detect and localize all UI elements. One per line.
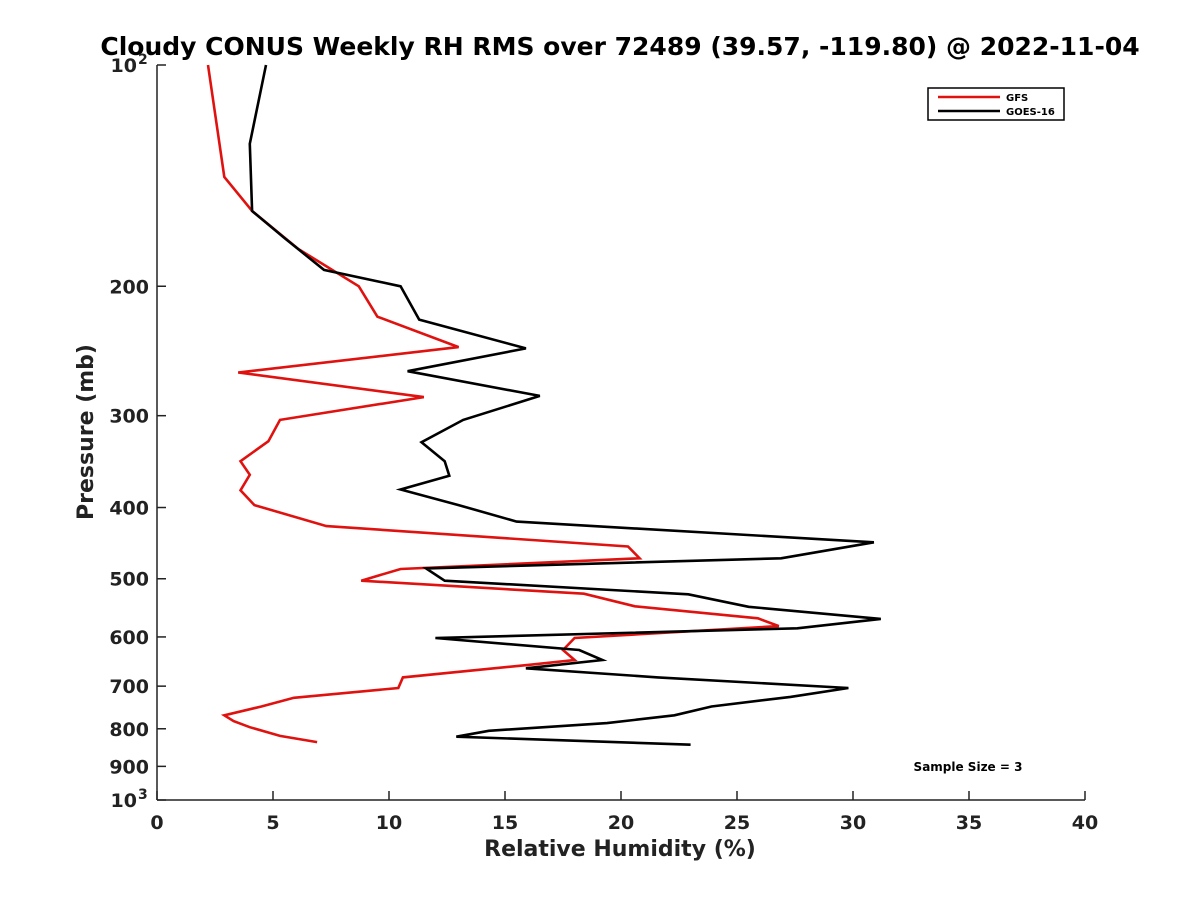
legend-label: GOES-16 — [1006, 107, 1055, 118]
y-tick-label: 300 — [109, 406, 149, 428]
y-tick-label: 500 — [109, 569, 149, 591]
y-tick-label: 800 — [109, 719, 149, 741]
sample-size-annotation: Sample Size = 3 — [914, 760, 1023, 774]
legend-box — [927, 87, 1065, 121]
series-line-goes-16 — [248, 64, 881, 746]
x-tick-label: 30 — [840, 812, 866, 834]
y-tick-label: 700 — [109, 676, 149, 698]
y-tick-exponent: 2 — [138, 52, 148, 68]
y-tick-label: 10 — [111, 790, 137, 812]
legend: GFS GOES-16 — [927, 87, 1065, 121]
x-tick-label: 40 — [1072, 812, 1098, 834]
x-axis-label: Relative Humidity (%) — [484, 837, 756, 862]
x-tick-label: 15 — [492, 812, 518, 834]
y-tick-exponent: 3 — [138, 787, 148, 803]
y-tick-label: 10 — [111, 55, 137, 77]
x-tick-label: 25 — [724, 812, 750, 834]
x-tick-label: 10 — [376, 812, 402, 834]
x-tick-label: 0 — [150, 812, 163, 834]
legend-label: GFS — [1006, 93, 1028, 104]
y-axis-label: Pressure (mb) — [74, 344, 99, 520]
x-tick-label: 5 — [266, 812, 279, 834]
x-tick-label: 20 — [608, 812, 634, 834]
series-line-gfs — [206, 64, 780, 744]
chart-title: Cloudy CONUS Weekly RH RMS over 72489 (3… — [100, 32, 1139, 61]
x-tick-label: 35 — [956, 812, 982, 834]
y-tick-label: 900 — [109, 756, 149, 778]
y-tick-label: 600 — [109, 627, 149, 649]
y-tick-label: 200 — [109, 276, 149, 298]
y-tick-label: 400 — [109, 498, 149, 520]
